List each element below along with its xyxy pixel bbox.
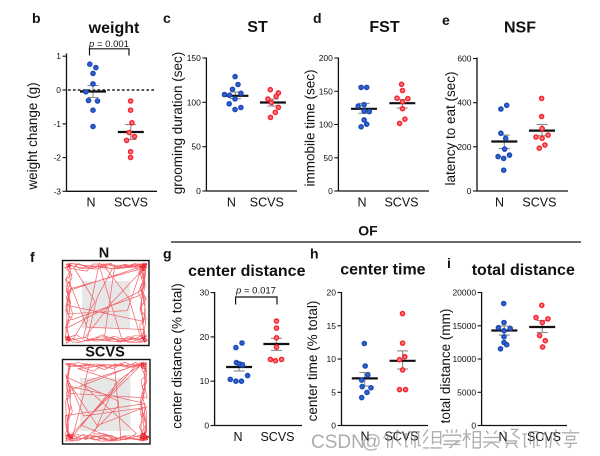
svg-text:5000: 5000 (457, 387, 476, 397)
svg-text:SCVS: SCVS (250, 196, 284, 210)
svg-text:center distance: center distance (188, 263, 305, 280)
svg-text:total distance (mm): total distance (mm) (438, 309, 453, 424)
svg-text:20: 20 (200, 332, 210, 342)
svg-text:OF: OF (358, 223, 378, 239)
svg-text:200: 200 (457, 142, 471, 152)
svg-text:c: c (163, 10, 171, 26)
svg-text:15000: 15000 (452, 321, 476, 331)
svg-text:SCVS: SCVS (384, 196, 418, 210)
svg-text:10: 10 (200, 376, 210, 386)
svg-text:50: 50 (323, 153, 333, 163)
svg-text:200: 200 (319, 53, 333, 63)
svg-text:N: N (360, 430, 369, 444)
svg-text:weight change (g): weight change (g) (25, 82, 40, 190)
svg-text:0: 0 (196, 186, 201, 196)
svg-text:FST: FST (369, 19, 399, 36)
svg-text:N: N (227, 196, 236, 210)
svg-text:100: 100 (319, 120, 333, 130)
svg-text:20: 20 (327, 288, 337, 298)
svg-text:150: 150 (187, 53, 201, 63)
svg-text:N: N (99, 246, 109, 262)
svg-text:0: 0 (204, 421, 209, 431)
svg-text:center time: center time (340, 262, 425, 279)
svg-text:10: 10 (327, 354, 337, 364)
svg-text:5: 5 (331, 387, 336, 397)
svg-text:h: h (310, 246, 319, 262)
svg-text:N: N (495, 196, 504, 210)
svg-text:weight: weight (88, 20, 140, 37)
svg-text:100: 100 (187, 97, 201, 107)
svg-text:@: @ (362, 432, 381, 453)
svg-text:-1: -1 (53, 119, 61, 129)
svg-text:0: 0 (471, 421, 476, 431)
svg-text:SCVS: SCVS (260, 430, 294, 444)
svg-text:N: N (86, 196, 95, 210)
svg-text:1: 1 (56, 51, 61, 61)
svg-text:30: 30 (200, 288, 210, 298)
svg-text:center distance (% total): center distance (% total) (170, 283, 185, 429)
svg-text:600: 600 (457, 54, 471, 64)
svg-text:g: g (163, 246, 172, 262)
svg-text:d: d (313, 10, 322, 26)
svg-text:10000: 10000 (452, 354, 476, 364)
svg-text:SCVS: SCVS (85, 345, 125, 361)
svg-text:latency to eat (sec): latency to eat (sec) (443, 71, 458, 185)
svg-text:e: e (442, 12, 450, 28)
svg-text:SCVS: SCVS (114, 196, 148, 210)
svg-text:0: 0 (331, 421, 336, 431)
svg-text:400: 400 (457, 98, 471, 108)
svg-text:ST: ST (247, 19, 268, 36)
svg-text:15: 15 (327, 321, 337, 331)
svg-text:p = 0.001: p = 0.001 (88, 39, 129, 50)
svg-text:CSDN: CSDN (311, 432, 365, 453)
svg-text:SCVS: SCVS (522, 196, 556, 210)
svg-text:i: i (447, 255, 451, 271)
svg-text:immobile time (sec): immobile time (sec) (303, 69, 318, 186)
svg-text:NSF: NSF (504, 20, 536, 37)
svg-text:-3: -3 (53, 186, 61, 196)
svg-text:0: 0 (467, 186, 472, 196)
svg-text:p = 0.017: p = 0.017 (235, 286, 276, 297)
svg-text:N: N (357, 196, 366, 210)
svg-text:f: f (30, 249, 35, 265)
svg-text:50: 50 (191, 142, 201, 152)
svg-text:total distance: total distance (472, 262, 575, 279)
svg-text:20000: 20000 (452, 288, 476, 298)
svg-text:b: b (32, 10, 41, 26)
svg-text:center time (% total): center time (% total) (305, 301, 320, 422)
svg-text:N: N (233, 430, 242, 444)
svg-text:grooming duration (sec): grooming duration (sec) (170, 52, 185, 195)
svg-text:N: N (498, 430, 507, 444)
svg-text:150: 150 (319, 86, 333, 96)
svg-text:0: 0 (328, 186, 333, 196)
svg-text:-2: -2 (53, 153, 61, 163)
svg-text:0: 0 (56, 85, 61, 95)
